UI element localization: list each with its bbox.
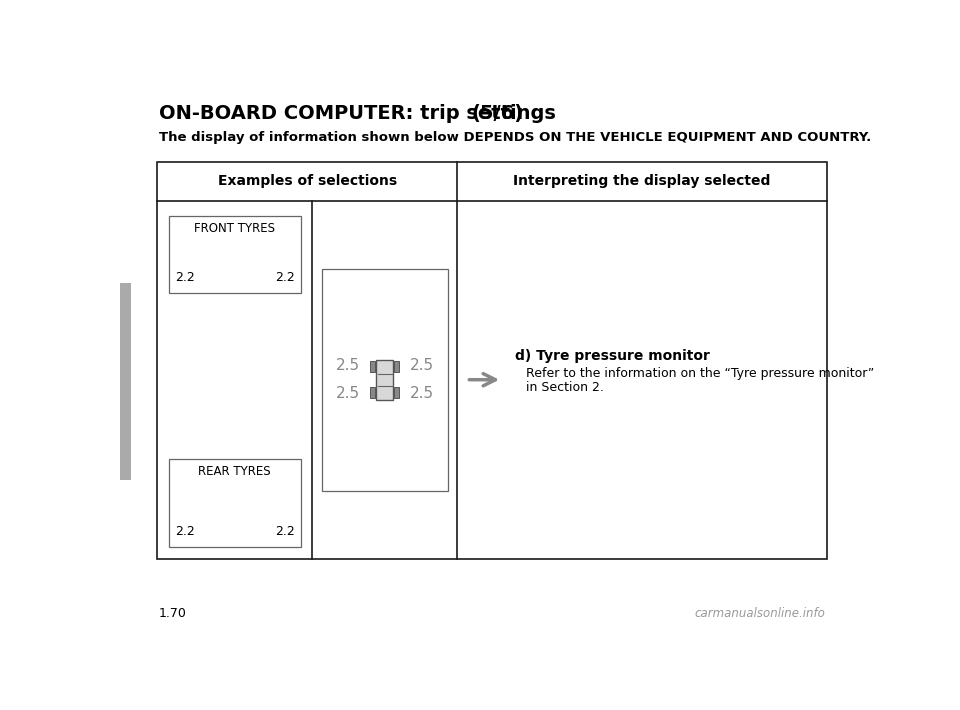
Text: FRONT TYRES: FRONT TYRES xyxy=(194,222,276,235)
Text: 1.70: 1.70 xyxy=(158,607,186,621)
Text: Interpreting the display selected: Interpreting the display selected xyxy=(514,175,771,188)
Text: Refer to the information on the “Tyre pressure monitor”: Refer to the information on the “Tyre pr… xyxy=(526,367,875,381)
Text: 2.5: 2.5 xyxy=(336,359,360,373)
Text: 2.2: 2.2 xyxy=(275,271,295,284)
Text: REAR TYRES: REAR TYRES xyxy=(199,465,271,478)
Text: 2.5: 2.5 xyxy=(410,386,434,401)
Bar xyxy=(394,361,399,372)
Text: 2.5: 2.5 xyxy=(336,386,360,401)
Text: 2.2: 2.2 xyxy=(175,525,195,538)
Bar xyxy=(120,283,131,480)
Text: 2.2: 2.2 xyxy=(275,525,295,538)
Text: 2.2: 2.2 xyxy=(175,271,195,284)
Text: in Section 2.: in Section 2. xyxy=(526,381,604,394)
Text: Examples of selections: Examples of selections xyxy=(218,175,396,188)
Text: carmanualsonline.info: carmanualsonline.info xyxy=(694,607,826,621)
Text: (5/6): (5/6) xyxy=(471,104,524,124)
Bar xyxy=(376,360,394,400)
Bar xyxy=(157,162,827,559)
Bar xyxy=(394,388,399,398)
Bar xyxy=(370,388,375,398)
Bar xyxy=(169,216,300,293)
Text: d) Tyre pressure monitor: d) Tyre pressure monitor xyxy=(516,349,710,363)
Bar xyxy=(169,459,300,547)
Text: The display of information shown below DEPENDS ON THE VEHICLE EQUIPMENT AND COUN: The display of information shown below D… xyxy=(158,131,871,143)
Bar xyxy=(322,268,447,491)
Bar xyxy=(370,361,375,372)
Text: ON-BOARD COMPUTER: trip settings: ON-BOARD COMPUTER: trip settings xyxy=(158,104,563,124)
Text: 2.5: 2.5 xyxy=(410,359,434,373)
